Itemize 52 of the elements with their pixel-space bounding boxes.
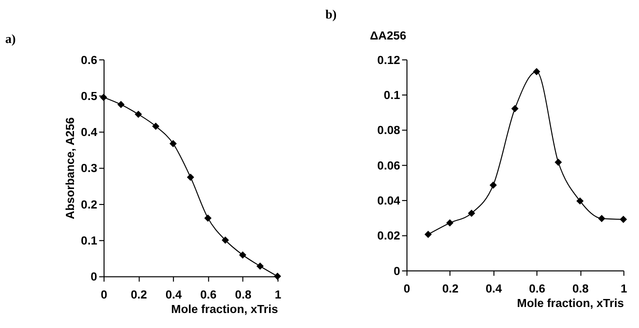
- y-tick-label: 0.08: [377, 124, 401, 138]
- x-tick-label: 0.8: [235, 288, 252, 302]
- point: [152, 122, 160, 130]
- x-tick-label: 0: [404, 282, 411, 296]
- point: [274, 272, 282, 280]
- point: [446, 219, 454, 227]
- point: [490, 181, 497, 189]
- y-tick-label: 0: [90, 270, 98, 284]
- y-tick-label: 0.1: [80, 234, 98, 248]
- y-tick-label: 0.04: [377, 194, 401, 208]
- point: [170, 140, 177, 148]
- point: [620, 216, 627, 224]
- x-tick-label: 0.6: [528, 282, 546, 296]
- y-tick-label: 0.3: [80, 162, 98, 176]
- chart-title: a): [5, 32, 16, 46]
- x-tick-label: 0.6: [200, 288, 218, 302]
- x-tick-label: 1: [274, 288, 282, 302]
- y-tick-label: 0.06: [377, 159, 401, 172]
- y-tick-label: 0.2: [80, 198, 98, 212]
- x-tick-label: 0.2: [130, 288, 148, 302]
- point: [532, 68, 540, 76]
- point: [468, 210, 476, 217]
- x-tick-label: 0.2: [442, 282, 459, 296]
- y-tick-label: 0: [394, 264, 401, 278]
- x-tick-label: 0: [100, 288, 108, 302]
- x-tick-label: 0.4: [486, 282, 502, 296]
- point: [239, 251, 246, 259]
- x-axis-title: Mole fraction, xTris: [171, 302, 278, 316]
- point: [186, 174, 194, 181]
- y-tick-label: 0.1: [384, 88, 401, 102]
- point: [598, 214, 606, 222]
- x-axis-title: Mole fraction, xTris: [517, 297, 624, 310]
- point: [117, 100, 125, 108]
- x-tick-label: 1: [620, 282, 628, 296]
- y-tick-label: 0.5: [80, 90, 98, 103]
- point: [511, 104, 519, 112]
- chart-title: b): [325, 7, 337, 22]
- point: [204, 214, 212, 222]
- x-tick-label: 0.4: [165, 288, 182, 302]
- point: [222, 236, 229, 244]
- point: [554, 158, 562, 166]
- y-axis-title: ΔA256: [370, 29, 407, 42]
- y-tick-label: 0.12: [377, 54, 401, 67]
- y-tick-label: 0.6: [80, 54, 98, 67]
- y-axis-title: Absorbance, A256: [64, 116, 78, 220]
- y-tick-label: 0.02: [377, 230, 401, 243]
- point: [134, 110, 142, 118]
- y-tick-label: 0.4: [80, 126, 98, 140]
- point: [424, 230, 432, 238]
- point: [576, 197, 584, 205]
- point: [256, 262, 264, 270]
- x-tick-label: 0.8: [572, 282, 590, 296]
